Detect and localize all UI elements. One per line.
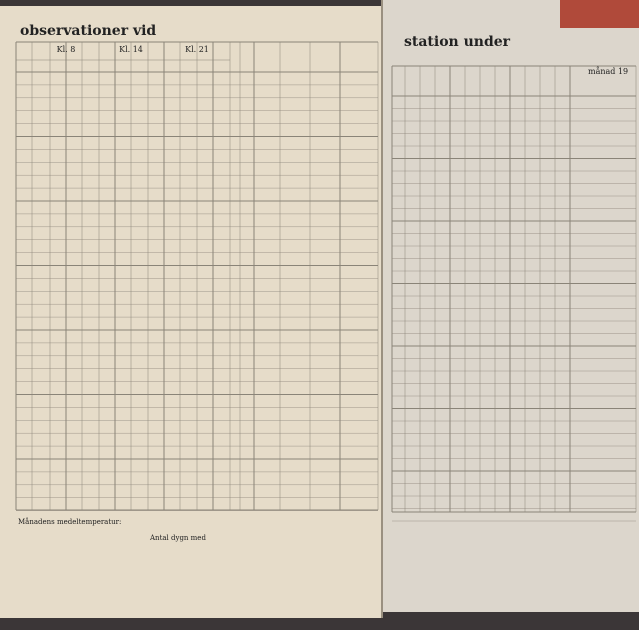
month-label: månad 19 xyxy=(588,67,628,76)
days-count-label: Antal dygn med xyxy=(149,534,206,542)
left-page xyxy=(0,6,382,618)
corner-object xyxy=(560,0,639,28)
column-group: Kl. 8 xyxy=(57,45,76,54)
table-grid xyxy=(15,41,637,522)
left-title: observationer vid xyxy=(20,23,156,39)
column-group: Kl. 21 xyxy=(185,45,209,54)
column-group: Kl. 14 xyxy=(119,45,143,54)
summary-label: Månadens medeltemperatur: xyxy=(18,517,121,526)
right-title: station under xyxy=(404,34,511,50)
